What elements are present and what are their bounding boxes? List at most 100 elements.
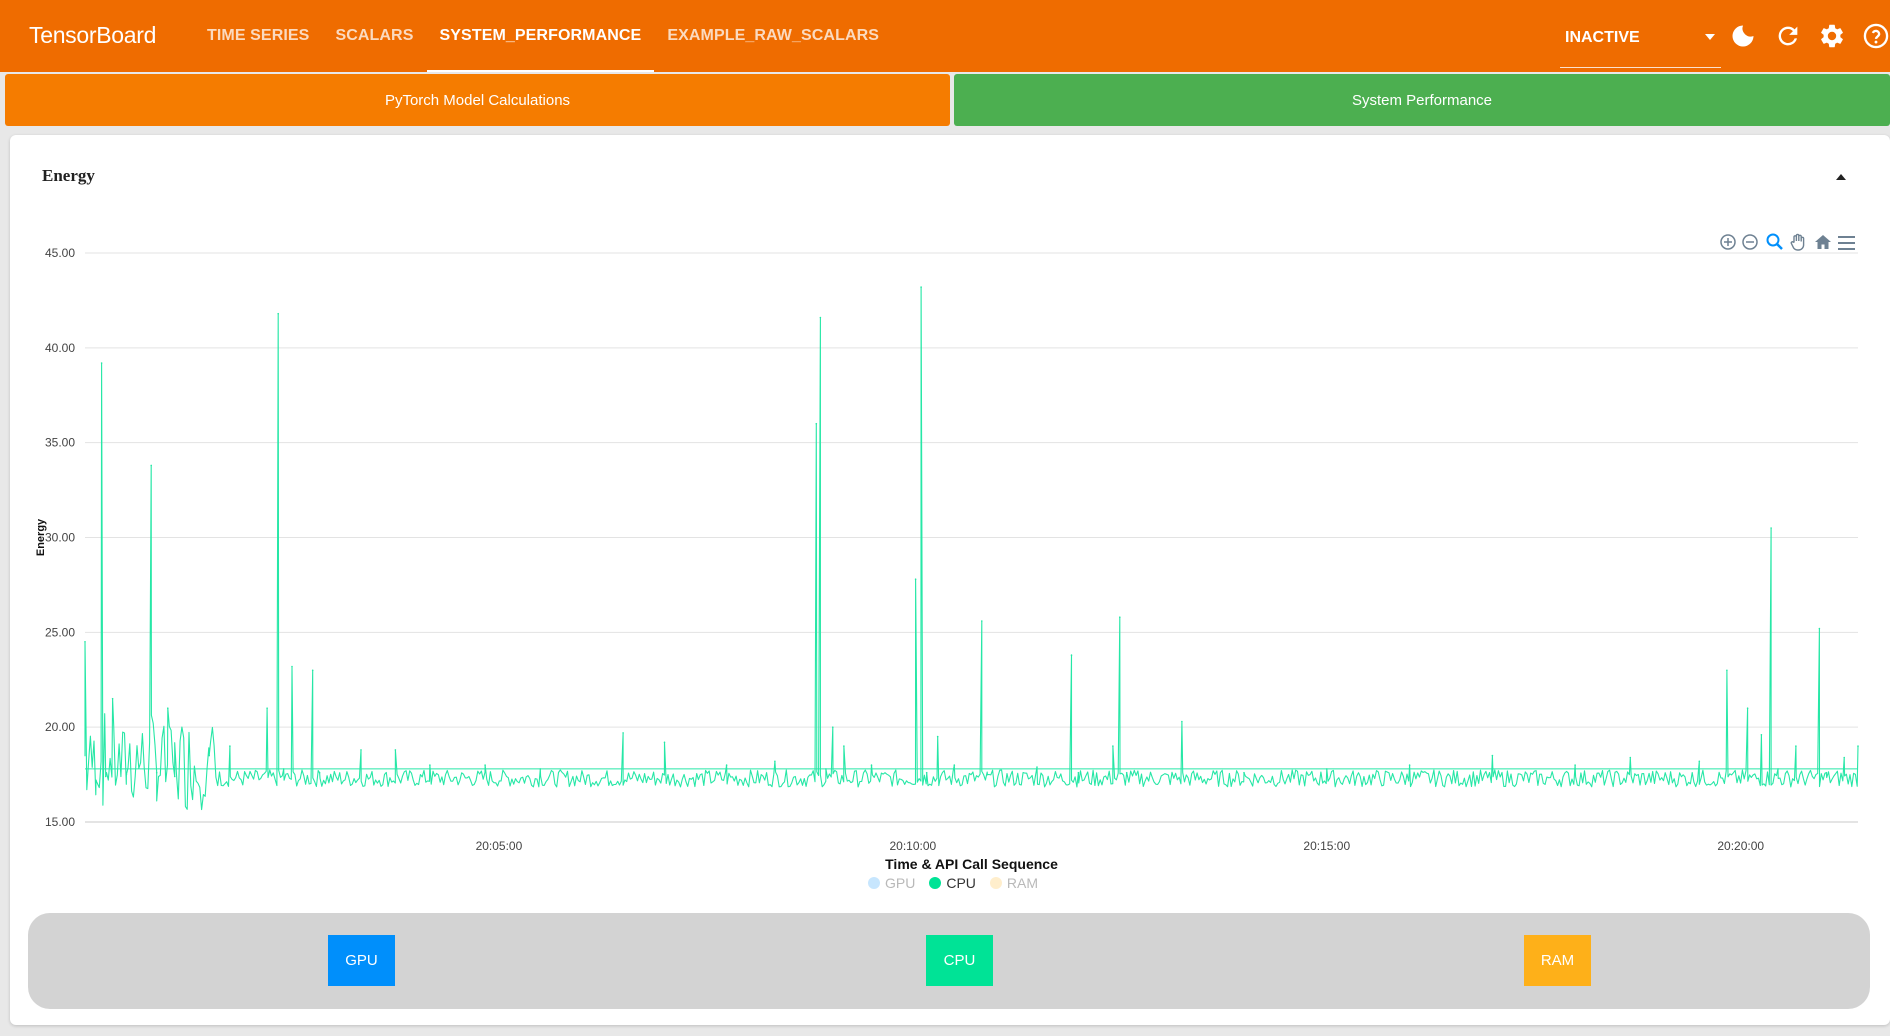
dark-mode-icon[interactable]: [1729, 22, 1757, 50]
zoom-out-icon[interactable]: [1742, 234, 1758, 250]
reset-zoom-home-icon[interactable]: [1815, 235, 1831, 249]
data-point: [725, 764, 728, 766]
legend-marker: [868, 877, 880, 889]
gpu-button[interactable]: GPU: [328, 935, 395, 986]
tab-scalars[interactable]: SCALARS: [335, 27, 414, 44]
data-point: [843, 745, 845, 747]
chart-menu-icon[interactable]: [1838, 236, 1855, 250]
data-point: [1726, 669, 1728, 672]
chevron-down-icon: [1705, 34, 1715, 40]
legend-label: CPU: [946, 875, 976, 891]
ram-button[interactable]: RAM: [1524, 935, 1591, 986]
chart-legend: GPU CPU RAM: [868, 875, 1038, 891]
legend-marker: [929, 877, 942, 889]
data-point: [1036, 766, 1038, 768]
y-tick-label: 20.00: [45, 720, 75, 734]
legend-label: RAM: [1006, 875, 1039, 891]
data-point: [774, 760, 776, 763]
legend-label: GPU: [885, 875, 916, 891]
inactive-dashboards-select[interactable]: INACTIVE: [1560, 18, 1721, 68]
data-point: [266, 707, 268, 709]
y-axis-title: Energy: [35, 518, 47, 556]
y-axis-ticks: 45.00 40.00 35.00 30.00 25.00 20.00 15.00: [45, 246, 75, 829]
cpu-button[interactable]: CPU: [926, 935, 993, 986]
data-point: [125, 773, 128, 776]
data-point: [1070, 654, 1073, 656]
dashboard-tabs: TIME SERIES SCALARS SYSTEM_PERFORMANCE E…: [194, 0, 892, 72]
data-point: [360, 749, 362, 751]
x-axis-ticks: 20:05:00 20:10:00 20:15:00 20:20:00: [476, 839, 1765, 853]
data-point: [1574, 764, 1576, 766]
data-point: [173, 775, 176, 778]
energy-card: Energy 45.00 40.00 35.00 30.00 25.00 20.00 15.…: [10, 135, 1890, 1025]
data-point: [394, 749, 397, 751]
tab-example-raw-scalars[interactable]: EXAMPLE_RAW_SCALARS: [667, 27, 880, 44]
y-tick-label: 40.00: [45, 341, 75, 355]
y-tick-label: 15.00: [45, 815, 75, 829]
data-point: [1746, 707, 1749, 709]
data-point: [150, 464, 152, 467]
pan-hand-icon[interactable]: [1790, 233, 1805, 251]
select-value: INACTIVE: [1565, 29, 1640, 46]
data-point: [1770, 527, 1772, 529]
legend-item-cpu[interactable]: CPU: [929, 875, 976, 891]
data-point: [1125, 771, 1128, 774]
data-point: [1077, 771, 1080, 774]
data-point: [111, 697, 114, 700]
legend-item-gpu[interactable]: GPU: [868, 875, 915, 891]
tab-system-performance[interactable]: SYSTEM_PERFORMANCE: [426, 0, 655, 72]
section-buttons: PyTorch Model Calculations System Perfor…: [0, 74, 1890, 126]
data-point: [1629, 756, 1632, 759]
data-point: [1698, 760, 1701, 763]
card-title: Energy: [42, 166, 95, 185]
energy-chart: 45.00 40.00 35.00 30.00 25.00 20.00 15.00 20:0…: [35, 233, 1859, 872]
x-tick-label: 20:20:00: [1717, 839, 1764, 853]
zoom-in-icon[interactable]: [1720, 234, 1736, 250]
data-point: [914, 578, 917, 580]
data-point: [815, 422, 818, 425]
data-point: [986, 773, 989, 776]
y-tick-label: 45.00: [45, 246, 75, 260]
data-point: [155, 771, 158, 774]
data-point: [429, 764, 431, 766]
legend-marker: [989, 877, 1002, 889]
data-point: [936, 735, 939, 738]
data-point: [622, 732, 624, 734]
chart-series: [84, 286, 1859, 811]
collapse-icon[interactable]: [1836, 174, 1846, 180]
data-point: [1408, 764, 1411, 766]
top-app-bar: TensorBoard TIME SERIES SCALARS SYSTEM_P…: [0, 0, 1890, 72]
y-tick-label: 25.00: [45, 625, 75, 639]
tab-time-series[interactable]: TIME SERIES: [207, 27, 310, 44]
legend-item-ram[interactable]: RAM: [989, 875, 1039, 891]
metric-selector-panel: GPU CPU RAM: [28, 913, 1870, 1009]
refresh-icon[interactable]: [1774, 22, 1802, 50]
data-point: [925, 771, 928, 774]
selection-zoom-icon[interactable]: [1766, 233, 1783, 250]
data-point: [1818, 627, 1821, 630]
data-point: [1243, 771, 1245, 774]
data-point: [318, 771, 321, 774]
help-icon[interactable]: [1862, 22, 1890, 50]
x-tick-label: 20:10:00: [890, 839, 937, 853]
data-point: [832, 726, 834, 728]
data-point: [1112, 745, 1114, 747]
pytorch-model-calculations-button[interactable]: PyTorch Model Calculations: [5, 74, 950, 126]
data-point: [1795, 745, 1797, 747]
data-point: [1843, 756, 1845, 759]
data-point: [311, 669, 314, 672]
data-point: [1825, 771, 1828, 774]
data-point: [1760, 734, 1763, 736]
data-point: [1491, 754, 1494, 757]
data-point: [104, 775, 107, 778]
data-point: [1857, 745, 1859, 747]
series-line-cpu: [84, 286, 1859, 811]
data-point: [1181, 720, 1183, 723]
app-title[interactable]: TensorBoard: [29, 22, 157, 48]
data-point: [819, 316, 822, 319]
x-axis-title: Time & API Call Sequence: [885, 856, 1058, 872]
system-performance-button[interactable]: System Performance: [954, 74, 1890, 126]
settings-icon[interactable]: [1818, 22, 1846, 50]
data-point: [229, 745, 231, 747]
data-point: [981, 620, 983, 622]
